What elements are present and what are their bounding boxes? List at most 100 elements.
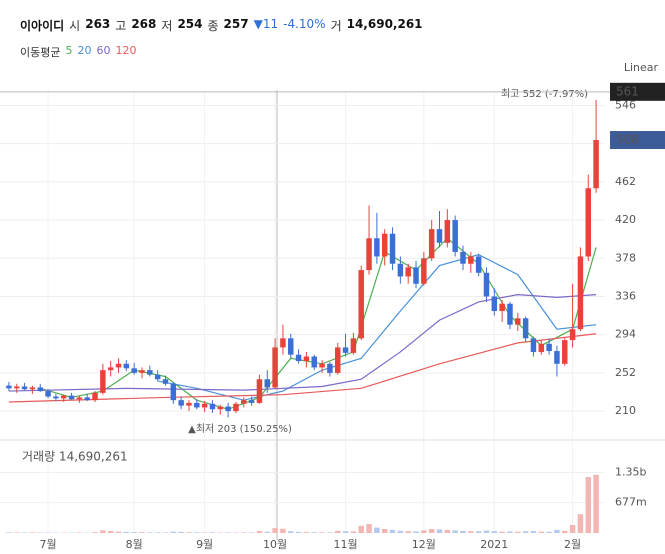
candle-body (436, 229, 443, 243)
candle-body (483, 272, 490, 297)
candle-body (444, 220, 451, 243)
candle-body (327, 363, 333, 373)
volume-bar (405, 531, 411, 533)
volume-bar (29, 532, 36, 533)
candle-body (6, 385, 12, 389)
volume-bar (248, 532, 255, 533)
volume-bar (264, 531, 271, 533)
candle-body (147, 370, 153, 375)
candle-body (311, 356, 317, 368)
volume-bar (577, 514, 584, 533)
volume-bar (444, 529, 451, 533)
volume-bar (475, 531, 482, 533)
x-tick-label: 11월 (333, 538, 357, 551)
price-box (610, 131, 665, 150)
legend-entry[interactable]: 20 (77, 44, 92, 57)
label: 시 (69, 19, 81, 33)
volume-bar (562, 530, 568, 533)
volume-bar (107, 530, 114, 533)
stock-name: 이아이디 (20, 19, 65, 33)
low-note: ▲최저 203 (150.25%) (188, 423, 292, 435)
volume-bar (123, 531, 130, 533)
current-price: 508 (616, 133, 639, 147)
label: 저 (161, 19, 173, 33)
volume-bar (303, 532, 310, 533)
candle-body (381, 233, 388, 257)
candle-body (115, 363, 122, 368)
candle-body (241, 400, 247, 404)
candle-body (397, 263, 404, 277)
label: 종 (207, 19, 219, 33)
volume-bar (178, 531, 184, 533)
legend-entry[interactable]: 5 (65, 44, 73, 57)
volume-bar (374, 527, 380, 533)
volume-bar (154, 532, 161, 533)
volume-bar (585, 477, 591, 533)
change-pct: -4.10% (283, 17, 326, 31)
v-tick-label: 677m (615, 496, 647, 509)
volume-bar (499, 531, 505, 533)
candle-body (530, 338, 537, 352)
y-tick-label: 252 (615, 366, 636, 379)
candle-body (334, 347, 341, 373)
volume-bar (358, 525, 364, 533)
volume-bar (522, 531, 529, 533)
scale-mode[interactable]: Linear (624, 61, 659, 74)
candle-body (123, 363, 130, 369)
candle-body (515, 318, 521, 325)
volume-bar (428, 528, 435, 533)
candle-body (593, 140, 599, 189)
volume-bar (460, 530, 466, 533)
candle-body (14, 386, 20, 389)
y-tick-label: 462 (615, 175, 636, 188)
volume-bar (209, 532, 216, 533)
ma-legend: 이동평균 5 20 60 120 (20, 44, 136, 60)
y-tick-label: 336 (615, 289, 636, 302)
volume-bar (295, 531, 302, 533)
candle-body (21, 386, 28, 390)
volume-bar (76, 532, 83, 533)
x-tick-label: 8월 (126, 538, 143, 551)
candle-body (256, 379, 263, 403)
candle-body (562, 340, 568, 364)
volume-bar (170, 531, 177, 533)
candle-body (366, 238, 372, 271)
volume-bar (452, 530, 458, 533)
candle-body (405, 267, 411, 277)
volume: 14,690,261 (346, 17, 423, 31)
volume-bar (342, 531, 349, 533)
volume-bar (280, 528, 286, 533)
candle-body (577, 256, 584, 330)
volume-bar (397, 530, 404, 533)
volume-bar (288, 531, 294, 533)
volume-bar (546, 531, 552, 533)
volume-bar (507, 531, 513, 533)
legend-entry[interactable]: 120 (115, 44, 137, 57)
volume-bar (593, 474, 599, 533)
change: ▼11 (253, 17, 279, 31)
volume-bar (194, 532, 200, 533)
volume-bar (14, 532, 20, 533)
candle-body (288, 338, 294, 355)
candle-body (460, 251, 466, 264)
candle-body (194, 402, 200, 408)
candle-body (272, 347, 278, 388)
candle-body (319, 363, 325, 368)
volume-bar (139, 532, 145, 533)
candle-body (507, 303, 513, 325)
volume-bar (436, 529, 443, 533)
candle-body (264, 379, 271, 388)
candle-body (170, 383, 177, 401)
volume-bar (201, 532, 208, 533)
candle-body (421, 258, 427, 284)
volume-bar (538, 531, 545, 533)
value: 263 (85, 17, 111, 31)
header: 이아이디 시 263 고 268 저 254 종 257 ▼11 -4.10% 거 14,… (20, 17, 423, 34)
candle-body (29, 387, 36, 390)
candle-body (303, 356, 310, 362)
legend-entry[interactable]: 60 (96, 44, 111, 57)
value: 257 (223, 17, 249, 31)
value: 268 (131, 17, 157, 31)
volume-bar (6, 532, 12, 533)
